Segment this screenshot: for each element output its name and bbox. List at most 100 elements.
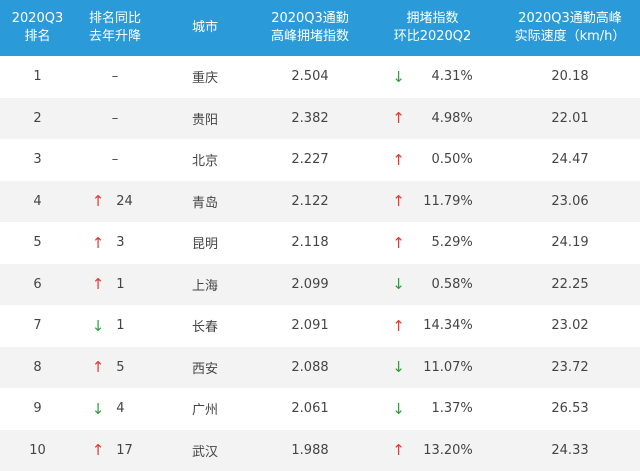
cell: 2.061 [255,401,365,416]
cell: 1.988 [255,443,365,458]
cell-text: 3 [33,152,42,168]
header-text: 高峰拥堵指数 [270,29,349,44]
header-text: 排名同比 [88,11,141,26]
cell: 20.18 [500,69,640,84]
cell: 2.227 [255,152,365,167]
cell-text: 13.20% [423,442,473,458]
cell: 2.382 [255,111,365,126]
cell: ↑ 11.79% [365,192,500,210]
cell: 3 [0,152,75,167]
cell-text: 2.382 [291,110,329,126]
cell: 8 [0,360,75,375]
cell-text: 14.34% [423,318,473,334]
cell: ↓ 11.07% [365,358,500,376]
arrow-icon: ↑ [392,192,405,211]
cell-text: 广州 [191,403,218,419]
cell: 广州 [155,399,255,418]
cell: ↓ 4.31% [365,68,500,86]
cell-text: 1 [116,276,125,292]
header-row: 2020Q3 排名 排名同比 去年升降 城市 2020Q3通勤 高峰拥堵指数 拥堵指数 环比20… [0,0,640,56]
cell: 2.099 [255,277,365,292]
cell-text: 2.099 [291,276,329,292]
cell: 武汉 [155,441,255,460]
cell-text: 长春 [191,320,218,336]
table-row: 9 ↓ 4 广州 2.061 ↓ 1.37% 26.53 [0,388,640,430]
cell: ↑ 5 [75,358,155,376]
cell: 西安 [155,358,255,377]
header-cell: 排名同比 去年升降 [75,10,155,46]
cell: – [75,69,155,84]
cell-text: 11.07% [423,359,473,375]
header-text: 2020Q3通勤 [271,11,349,26]
cell-text: 2.504 [291,69,329,85]
cell-text: 5.29% [431,235,473,251]
arrow-icon: ↓ [91,316,105,335]
cell: 22.01 [500,111,640,126]
cell: ↓ 0.58% [365,275,500,293]
cell: 23.72 [500,360,640,375]
arrow-icon: ↑ [91,358,105,377]
cell-text: 昆明 [191,237,218,253]
cell-text: 重庆 [191,71,218,87]
cell: 24.19 [500,235,640,250]
cell-text: – [111,110,119,126]
arrow-icon: ↑ [91,275,105,294]
table-row: 4 ↑ 24 青岛 2.122 ↑ 11.79% 23.06 [0,180,640,222]
cell-text: 22.25 [551,276,589,292]
arrow-icon: ↑ [392,316,405,335]
cell-text: 20.18 [551,69,589,85]
cell-text: 5 [33,235,42,251]
cell-text: 西安 [191,361,218,377]
table-row: 10 ↑ 17 武汉 1.988 ↑ 13.20% 24.33 [0,429,640,471]
arrow-icon: ↑ [392,233,405,252]
cell-text: 5 [116,359,125,375]
header-cell: 2020Q3通勤 高峰拥堵指数 [255,10,365,46]
cell: 5 [0,235,75,250]
cell-text: 2.122 [291,193,329,209]
table-row: 8 ↑ 5 西安 2.088 ↓ 11.07% 23.72 [0,346,640,388]
cell: 26.53 [500,401,640,416]
table-row: 3 – 北京 2.227 ↑ 0.50% 24.47 [0,139,640,181]
cell-text: 2.227 [291,152,329,168]
cell-text: – [111,69,119,85]
cell-text: 6 [33,276,42,292]
cell: ↑ 4.98% [365,109,500,127]
cell: 昆明 [155,233,255,252]
header-text: 2020Q3通勤高峰 [518,11,622,26]
cell-text: 11.79% [423,193,473,209]
cell-text: 22.01 [551,110,589,126]
cell: ↑ 3 [75,234,155,252]
cell-text: 2.088 [291,359,329,375]
cell: 长春 [155,316,255,335]
cell-text: 1.37% [431,401,473,417]
table-row: 6 ↑ 1 上海 2.099 ↓ 0.58% 22.25 [0,263,640,305]
arrow-icon: ↓ [392,275,405,294]
arrow-icon: ↓ [392,67,405,86]
cell-text: 2.091 [291,318,329,334]
arrow-icon: ↑ [91,441,105,460]
cell: ↑ 0.50% [365,151,500,169]
arrow-icon: ↑ [91,192,105,211]
cell: 2.504 [255,69,365,84]
cell: 7 [0,318,75,333]
header-text: 实际速度（km/h） [514,29,626,44]
cell-text: 北京 [191,154,218,170]
cell: 24.47 [500,152,640,167]
cell: – [75,152,155,167]
cell-text: 1 [116,318,125,334]
header-cell: 城市 [155,19,255,37]
cell: 9 [0,401,75,416]
cell: 重庆 [155,67,255,86]
cell: ↑ 1 [75,275,155,293]
cell: 10 [0,443,75,458]
cell-text: 8 [33,359,42,375]
cell-text: 2.061 [291,401,329,417]
arrow-icon: ↓ [91,399,105,418]
header-text: 环比2020Q2 [393,29,472,44]
cell: ↓ 1.37% [365,400,500,418]
cell-text: 23.02 [551,318,589,334]
cell: 青岛 [155,192,255,211]
cell-text: 0.50% [431,152,473,168]
header-text: 去年升降 [88,29,141,44]
